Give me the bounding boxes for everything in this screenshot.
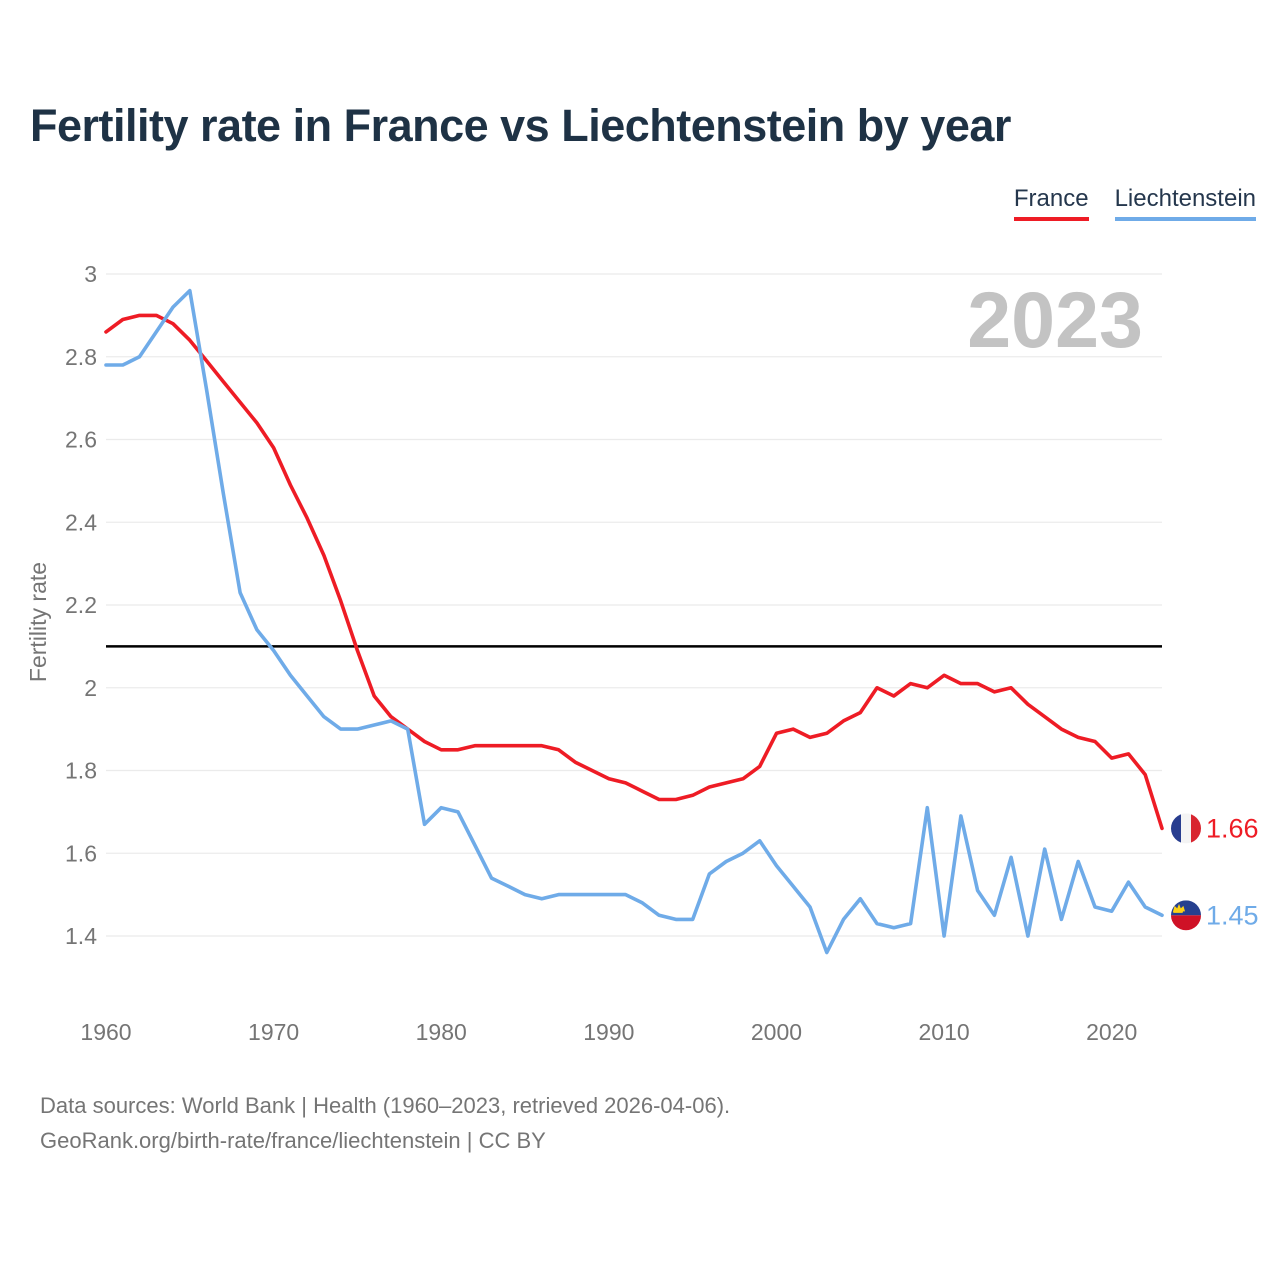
legend-item-liechtenstein[interactable]: Liechtenstein (1114, 185, 1256, 222)
svg-text:1960: 1960 (80, 1019, 131, 1045)
x-tick-labels: 1960 1970 1980 1990 2000 2010 2020 (80, 1019, 1137, 1045)
svg-text:2020: 2020 (1086, 1019, 1137, 1045)
legend-item-france[interactable]: France (1013, 185, 1089, 222)
france-flag-icon (1171, 813, 1201, 844)
svg-text:1.4: 1.4 (65, 923, 97, 949)
legend: France Liechtenstein (1013, 185, 1256, 222)
liechtenstein-end-value: 1.45 (1206, 900, 1259, 930)
svg-text:2000: 2000 (751, 1019, 802, 1045)
svg-text:1.8: 1.8 (65, 758, 97, 784)
page-title: Fertility rate in France vs Liechtenstei… (30, 100, 1011, 151)
svg-text:2.8: 2.8 (65, 344, 97, 370)
liechtenstein-line[interactable] (104, 288, 1164, 955)
y-axis-label: Fertility rate (25, 562, 51, 682)
svg-text:2.4: 2.4 (65, 509, 97, 535)
france-end-value: 1.66 (1206, 813, 1259, 843)
y-tick-labels: 3 2.8 2.6 2.4 2.2 2 1.8 1.6 1.4 (65, 261, 97, 949)
svg-text:1980: 1980 (416, 1019, 467, 1045)
footer: Data sources: World Bank | Health (1960–… (40, 1088, 730, 1158)
svg-text:1.6: 1.6 (65, 840, 97, 866)
svg-text:3: 3 (84, 261, 97, 287)
svg-text:2.6: 2.6 (65, 427, 97, 453)
svg-text:1970: 1970 (248, 1019, 299, 1045)
svg-text:1990: 1990 (583, 1019, 634, 1045)
liechtenstein-flag-icon (1171, 900, 1201, 931)
footer-data-sources: Data sources: World Bank | Health (1960–… (40, 1093, 731, 1118)
svg-text:2: 2 (84, 675, 97, 701)
svg-text:2.2: 2.2 (65, 592, 97, 618)
svg-text:2010: 2010 (919, 1019, 970, 1045)
year-watermark: 2023 (967, 275, 1143, 364)
y-gridlines (106, 273, 1162, 937)
france-line[interactable] (104, 313, 1164, 831)
footer-attribution: GeoRank.org/birth-rate/france/liechtenst… (40, 1128, 546, 1153)
